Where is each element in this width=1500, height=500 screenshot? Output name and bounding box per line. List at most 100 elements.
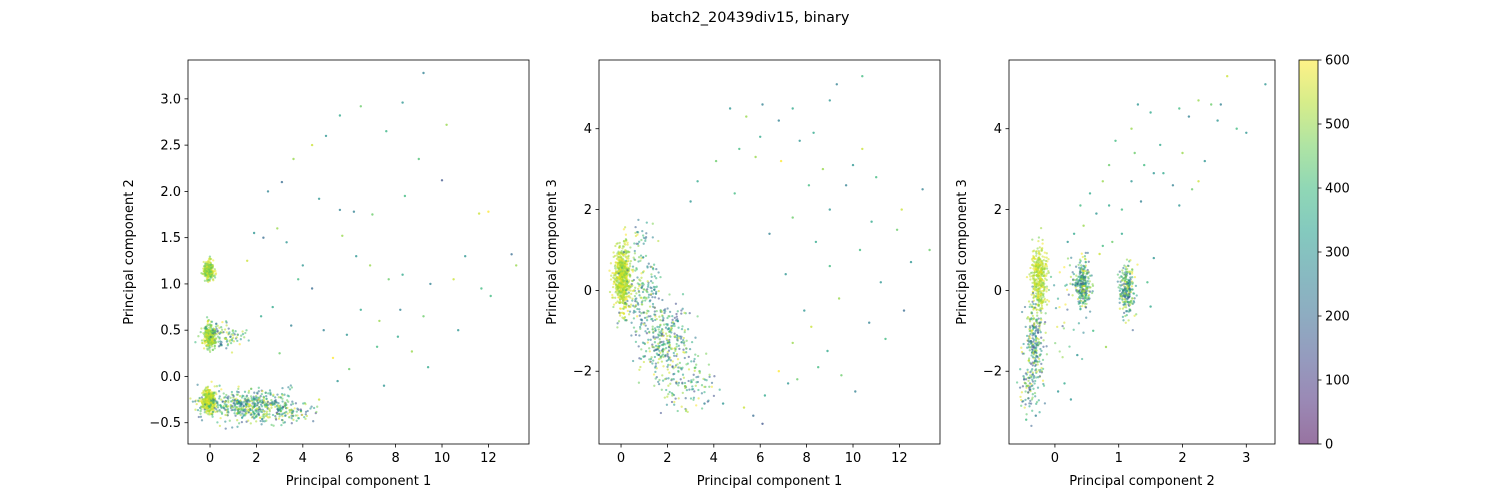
scatter-point: [1025, 275, 1029, 279]
scatter-point: [667, 349, 671, 352]
scatter-point: [683, 329, 687, 332]
scatter-point: [244, 399, 247, 403]
scatter-point: [210, 338, 213, 341]
scatter-point: [1045, 353, 1049, 356]
scatter-point: [636, 242, 640, 245]
scatter-point: [1036, 247, 1039, 250]
scatter-point: [1045, 345, 1048, 348]
scatter-point: [637, 256, 641, 259]
scatter-point: [633, 294, 637, 298]
scatter-point: [634, 299, 637, 303]
scatter-point: [900, 208, 903, 211]
scatter-point: [621, 247, 624, 250]
scatter-point: [1080, 252, 1083, 255]
scatter-point: [664, 354, 667, 357]
scatter-point: [1178, 204, 1181, 207]
scatter-point: [1022, 399, 1025, 403]
scatter-point: [651, 319, 655, 323]
scatter-point: [1171, 184, 1175, 187]
scatter-point: [618, 314, 622, 317]
scatter-point: [612, 280, 616, 283]
scatter-point: [1085, 316, 1088, 319]
scatter-point: [615, 276, 618, 280]
scatter-point: [657, 271, 660, 274]
scatter-point: [707, 399, 710, 402]
scatter-point: [260, 401, 263, 404]
scatter-point: [288, 408, 291, 412]
scatter-point: [297, 408, 300, 411]
scatter-point: [203, 279, 207, 282]
scatter-point: [1045, 263, 1048, 266]
scatter-point: [281, 414, 284, 418]
scatter-point: [1027, 359, 1030, 362]
scatter-point: [645, 332, 649, 335]
scatter-point: [211, 348, 215, 352]
scatter-point: [1139, 200, 1143, 203]
scatter-point: [1056, 297, 1060, 300]
scatter-point: [1021, 385, 1025, 388]
scatter-point: [257, 386, 260, 389]
scatter-point: [1023, 406, 1026, 409]
scatter-point: [1039, 347, 1042, 351]
x-tick-label: 3: [1242, 451, 1250, 466]
scatter-point: [1084, 251, 1087, 255]
scatter-point: [685, 339, 688, 342]
scatter-point: [642, 296, 645, 300]
scatter-point: [200, 400, 204, 403]
scatter-point: [1018, 386, 1022, 389]
scatter-point: [264, 391, 267, 395]
scatter-point: [1072, 272, 1076, 276]
scatter-point: [204, 262, 207, 265]
scatter-point: [229, 341, 233, 345]
scatter-point: [1082, 331, 1085, 334]
scatter-point: [1079, 204, 1082, 207]
scatter-point: [189, 397, 192, 400]
scatter-point: [621, 301, 625, 305]
scatter-point: [1066, 240, 1069, 244]
scatter-point: [208, 332, 212, 335]
scatter-point: [214, 269, 217, 273]
scatter-point: [659, 357, 662, 360]
scatter-point: [1036, 331, 1040, 334]
colorbar-tick-label: 600: [1325, 54, 1350, 69]
scatter-point: [631, 299, 634, 302]
scatter-point: [667, 363, 670, 367]
scatter-point: [1032, 296, 1035, 300]
scatter-point: [199, 409, 202, 413]
scatter-point: [1124, 321, 1127, 324]
scatter-point: [667, 340, 670, 343]
scatter-point: [679, 378, 682, 381]
scatter-point: [288, 416, 291, 419]
x-axis-label: Principal component 1: [286, 474, 431, 489]
scatter-point: [1226, 75, 1229, 78]
scatter-point: [660, 327, 664, 331]
scatter-point: [241, 332, 245, 336]
scatter-point: [682, 376, 686, 379]
scatter-point: [640, 303, 643, 306]
scatter-point: [653, 384, 656, 387]
scatter-point: [452, 278, 455, 281]
scatter-point: [236, 333, 240, 336]
scatter-point: [646, 309, 649, 312]
scatter-point: [625, 277, 628, 280]
scatter-point: [1015, 381, 1019, 384]
scatter-point: [672, 378, 675, 381]
scatter-point: [207, 328, 210, 331]
scatter-point: [1030, 424, 1033, 428]
scatter-point: [1047, 257, 1050, 261]
scatter-point: [265, 394, 268, 398]
scatter-point: [1121, 315, 1125, 319]
scatter-point: [1028, 382, 1032, 385]
scatter-point: [665, 337, 668, 340]
scatter-point: [1121, 279, 1124, 282]
scatter-point: [276, 412, 279, 416]
scatter-point: [695, 375, 698, 379]
scatter-point: [629, 296, 632, 299]
scatter-point: [628, 285, 631, 288]
scatter-point: [642, 256, 645, 259]
scatter-point: [1128, 272, 1132, 276]
scatter-point: [676, 338, 679, 341]
scatter-point: [290, 403, 293, 406]
scatter-point: [1039, 368, 1042, 372]
scatter-point: [254, 402, 257, 405]
